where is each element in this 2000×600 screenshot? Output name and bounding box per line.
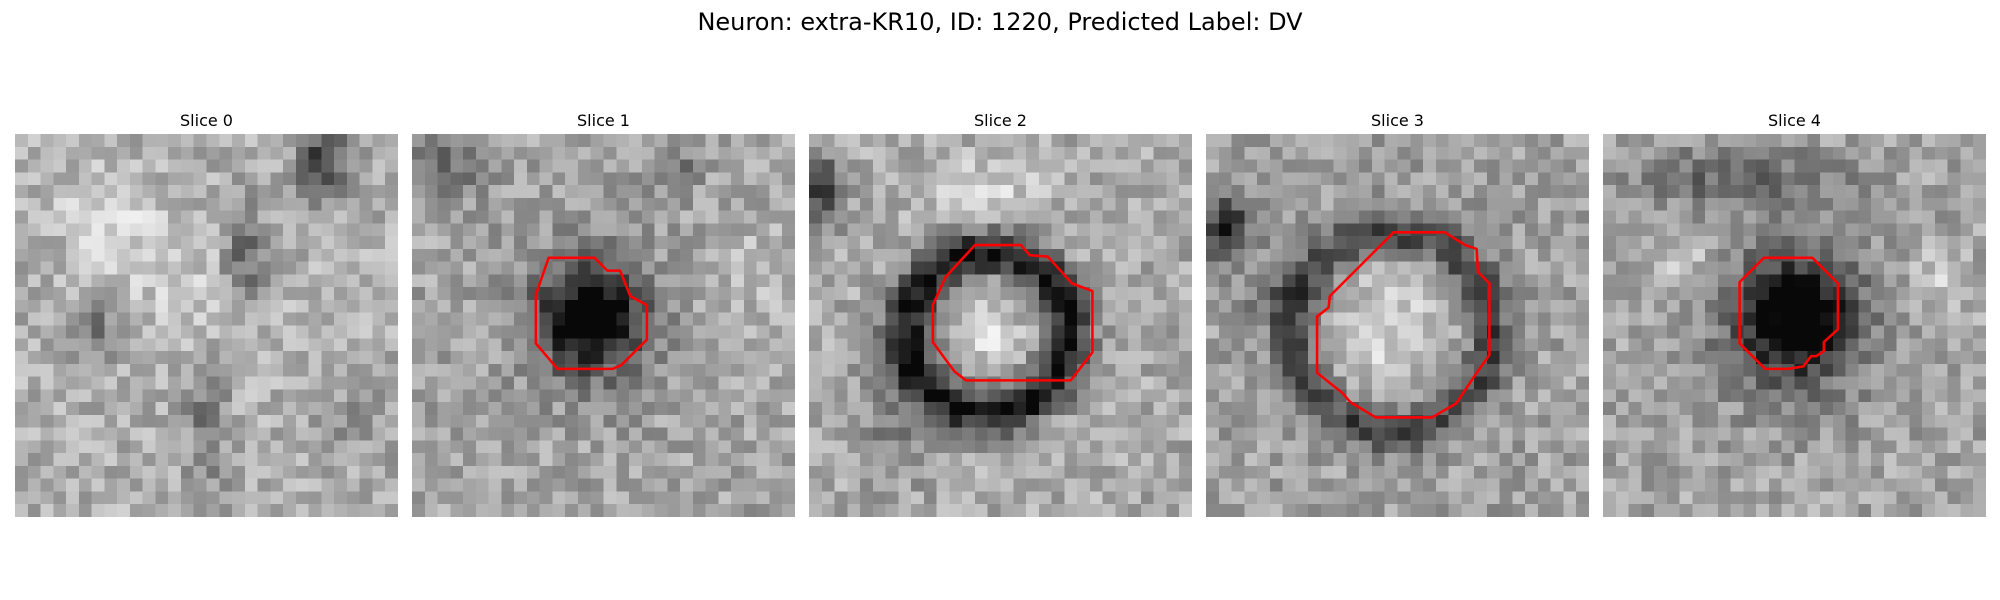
roi-contour xyxy=(1315,231,1491,419)
slice-panel-2: Slice 2 xyxy=(809,108,1192,517)
figure-title: Neuron: extra-KR10, ID: 1220, Predicted … xyxy=(697,8,1303,36)
slice-panel-0: Slice 0 xyxy=(15,108,398,517)
slice-title-4: Slice 4 xyxy=(1768,111,1821,130)
roi-contour xyxy=(534,256,649,371)
slice-title-3: Slice 3 xyxy=(1371,111,1424,130)
slice-image-3 xyxy=(1206,134,1589,517)
slice-panel-4: Slice 4 xyxy=(1603,108,1986,517)
slice-panel-1: Slice 1 xyxy=(412,108,795,517)
roi-contour xyxy=(1738,256,1840,371)
slice-image-0 xyxy=(15,134,398,517)
slice-image-1 xyxy=(412,134,795,517)
roi-contour xyxy=(931,243,1094,382)
slice-title-2: Slice 2 xyxy=(974,111,1027,130)
slice-title-0: Slice 0 xyxy=(180,111,233,130)
slice-panel-3: Slice 3 xyxy=(1206,108,1589,517)
slice-title-1: Slice 1 xyxy=(577,111,630,130)
slice-image-4 xyxy=(1603,134,1986,517)
slice-image-2 xyxy=(809,134,1192,517)
